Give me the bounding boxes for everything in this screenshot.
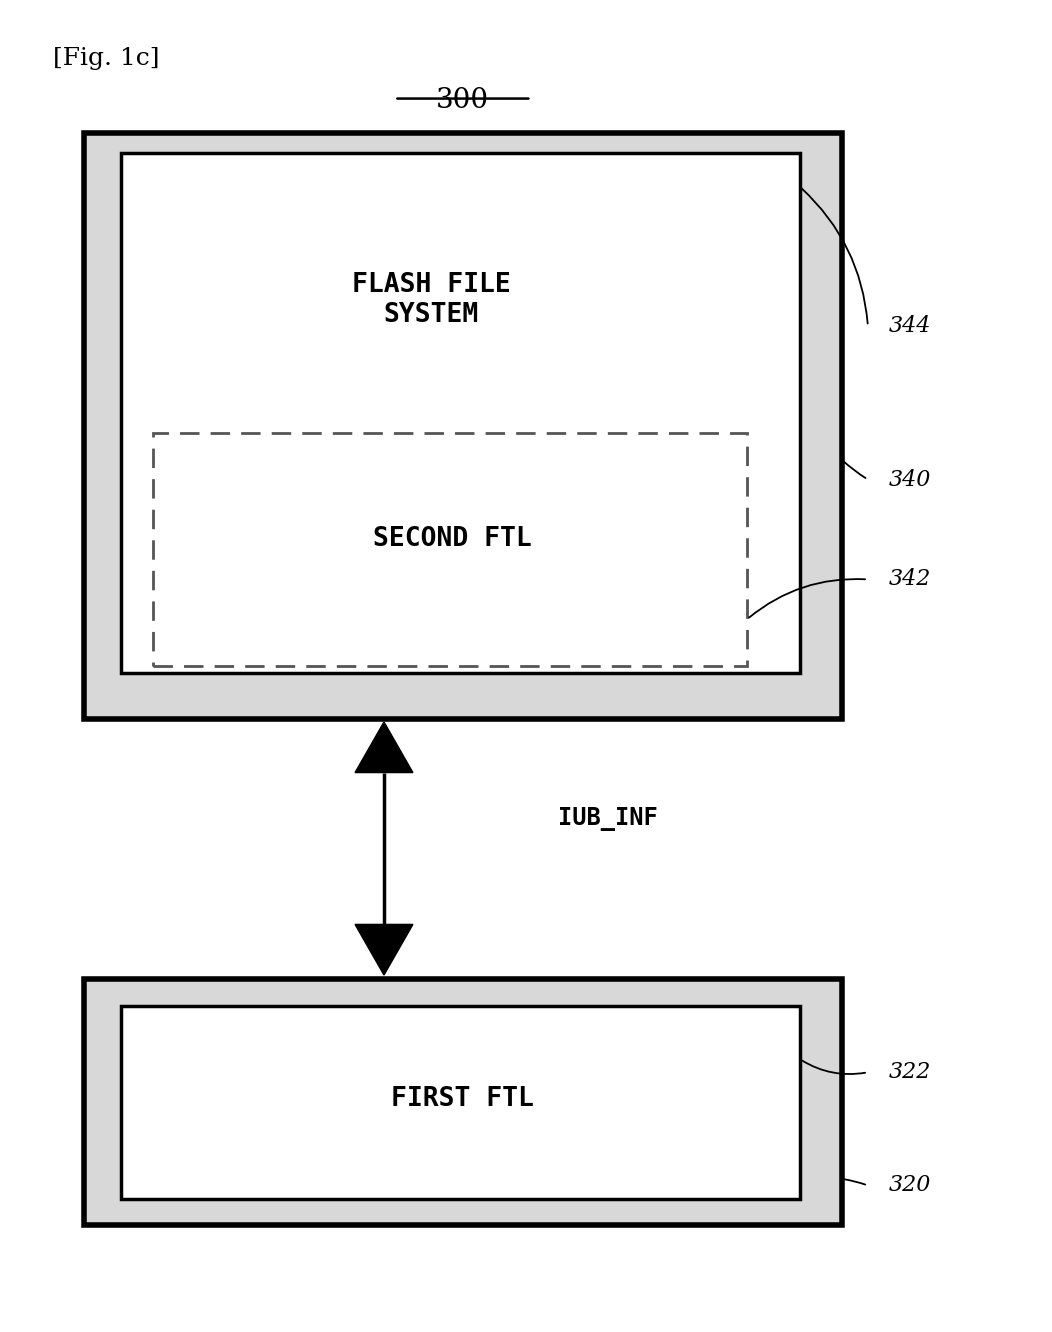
- FancyBboxPatch shape: [84, 133, 842, 719]
- Text: 344: 344: [889, 316, 931, 337]
- FancyBboxPatch shape: [121, 1006, 800, 1199]
- Text: FLASH FILE
SYSTEM: FLASH FILE SYSTEM: [352, 272, 510, 328]
- Text: IUB_INF: IUB_INF: [558, 807, 658, 831]
- Text: 320: 320: [889, 1175, 931, 1196]
- Text: FIRST FTL: FIRST FTL: [391, 1086, 534, 1112]
- Text: 340: 340: [889, 469, 931, 490]
- FancyBboxPatch shape: [84, 979, 842, 1225]
- Text: 322: 322: [889, 1062, 931, 1083]
- FancyBboxPatch shape: [153, 433, 747, 666]
- Text: 342: 342: [889, 569, 931, 590]
- FancyBboxPatch shape: [121, 153, 800, 673]
- FancyArrow shape: [355, 722, 412, 773]
- FancyArrow shape: [355, 924, 412, 975]
- Text: 300: 300: [437, 87, 489, 113]
- Text: SECOND FTL: SECOND FTL: [373, 526, 531, 553]
- Text: [Fig. 1c]: [Fig. 1c]: [53, 47, 159, 69]
